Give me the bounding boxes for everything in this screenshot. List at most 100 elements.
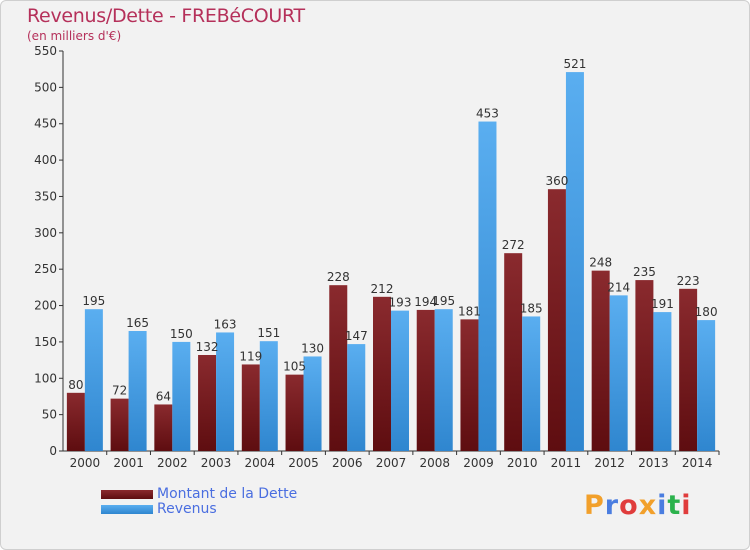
debt-value-label: 64: [156, 389, 171, 403]
debt-value-label: 80: [68, 378, 83, 392]
x-tick-label: 2008: [419, 456, 450, 470]
debt-bar: [285, 374, 304, 451]
x-tick-label: 2012: [594, 456, 625, 470]
legend-swatch-debt: [101, 490, 153, 499]
debt-value-label: 248: [589, 256, 612, 270]
x-tick-label: 2002: [157, 456, 188, 470]
x-tick-label: 2001: [113, 456, 144, 470]
x-tick-label: 2007: [376, 456, 407, 470]
y-tick-label: 400: [34, 153, 57, 167]
x-tick-label: 2010: [507, 456, 538, 470]
debt-bar: [504, 253, 523, 451]
x-tick-label: 2004: [245, 456, 276, 470]
logo-letter: x: [638, 490, 658, 521]
revenue-value-label: 193: [389, 296, 412, 310]
debt-value-label: 132: [196, 340, 219, 354]
y-tick-label: 550: [34, 44, 57, 58]
revenue-value-label: 214: [607, 280, 630, 294]
x-tick-label: 2006: [332, 456, 363, 470]
debt-bar: [198, 355, 217, 451]
debt-bar: [416, 309, 435, 451]
bars: [66, 72, 716, 451]
debt-value-label: 228: [327, 270, 350, 284]
revenue-bar: [697, 320, 716, 451]
debt-bar: [460, 319, 479, 451]
debt-value-label: 360: [545, 174, 568, 188]
debt-bar: [110, 398, 129, 451]
x-tick-label: 2005: [288, 456, 319, 470]
x-tick-label: 2011: [551, 456, 582, 470]
chart-title: Revenus/Dette - FREBéCOURT: [27, 5, 305, 27]
y-tick-label: 200: [34, 299, 57, 313]
debt-bar: [66, 392, 85, 451]
debt-value-label: 212: [371, 282, 394, 296]
revenue-bar: [128, 331, 147, 451]
debt-value-label: 223: [677, 274, 700, 288]
proxiti-logo[interactable]: Proxiti: [584, 490, 692, 521]
debt-value-label: 72: [112, 384, 127, 398]
debt-bar: [591, 270, 610, 451]
y-tick-label: 500: [34, 80, 57, 94]
revenue-value-label: 180: [695, 305, 718, 319]
revenue-bar: [259, 341, 278, 451]
y-tick-label: 350: [34, 189, 57, 203]
revenue-value-label: 195: [432, 294, 455, 308]
revenue-value-label: 195: [82, 294, 105, 308]
debt-value-label: 272: [502, 238, 525, 252]
debt-bar: [329, 285, 348, 451]
revenue-value-label: 191: [651, 297, 674, 311]
revenue-value-label: 130: [301, 341, 324, 355]
revenue-value-label: 147: [345, 329, 368, 343]
revenue-value-label: 163: [214, 317, 237, 331]
logo-letter: t: [667, 490, 682, 521]
legend-label-debt: Montant de la Dette: [157, 486, 298, 502]
debt-value-label: 119: [239, 349, 262, 363]
chart-subtitle: (en milliers d'€): [27, 29, 122, 43]
debt-value-label: 105: [283, 360, 306, 374]
revenue-value-label: 185: [520, 301, 543, 315]
debt-value-label: 235: [633, 265, 656, 279]
debt-value-label: 194: [414, 295, 437, 309]
revenue-value-label: 521: [563, 57, 586, 71]
debt-bar: [373, 296, 391, 451]
revenue-bar: [172, 341, 191, 451]
debt-bar: [241, 364, 260, 451]
logo-letter: i: [681, 490, 692, 521]
x-tick-label: 2009: [463, 456, 494, 470]
x-tick-label: 2013: [638, 456, 669, 470]
revenue-bar: [478, 121, 497, 451]
revenue-value-label: 150: [170, 327, 193, 341]
y-tick-label: 150: [34, 335, 57, 349]
revenue-bar: [216, 332, 235, 451]
revenue-bar: [565, 72, 584, 451]
revenue-value-label: 453: [476, 107, 499, 121]
revenue-bar: [434, 309, 453, 451]
logo-letter: o: [619, 490, 639, 521]
revenue-bar: [347, 344, 366, 451]
legend-swatch-revenue: [101, 505, 153, 514]
revenue-bar: [653, 312, 672, 451]
y-tick-label: 50: [42, 408, 57, 422]
x-tick-label: 2014: [682, 456, 713, 470]
revenue-value-label: 165: [126, 316, 149, 330]
y-tick-label: 300: [34, 226, 57, 240]
x-tick-label: 2003: [201, 456, 232, 470]
logo-letter: P: [584, 490, 605, 521]
logo-letter: r: [604, 490, 620, 521]
y-tick-label: 250: [34, 262, 57, 276]
y-tick-label: 450: [34, 117, 57, 131]
debt-value-label: 181: [458, 304, 481, 318]
y-tick-label: 0: [49, 444, 57, 458]
revenue-bar: [522, 316, 541, 451]
debt-bar: [154, 404, 173, 451]
debt-bar: [679, 288, 698, 451]
legend-label-revenue: Revenus: [157, 501, 217, 517]
y-tick-label: 100: [34, 371, 57, 385]
revenue-bar: [84, 309, 103, 451]
debt-bar: [547, 189, 566, 451]
debt-bar: [635, 280, 654, 451]
x-tick-label: 2000: [70, 456, 101, 470]
